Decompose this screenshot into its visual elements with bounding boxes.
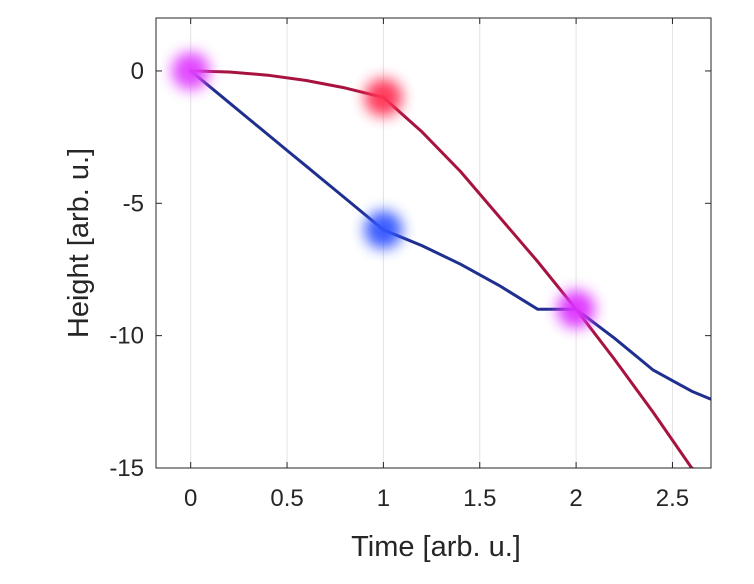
- x-tick-label: 1.5: [463, 485, 496, 512]
- y-tick-label: -15: [109, 455, 144, 482]
- plot-background: [156, 18, 711, 468]
- x-tick-label: 1: [377, 485, 390, 512]
- tick-layer: 0 0.5 1 1.5 2 2.5 0 -5 -10 -15: [109, 18, 711, 512]
- x-tick-label: 2.5: [656, 485, 689, 512]
- x-tick-label: 0.5: [270, 485, 303, 512]
- y-axis-label: Height [arb. u.]: [63, 148, 95, 338]
- marker-magenta-meeting: [557, 290, 596, 329]
- y-tick-label: 0: [131, 58, 144, 85]
- marker-magenta-origin: [171, 51, 210, 90]
- y-tick-label: -10: [109, 323, 144, 350]
- marker-red-event: [364, 78, 403, 117]
- x-tick-label: 0: [184, 485, 197, 512]
- y-tick-label: -5: [123, 190, 144, 217]
- series-line-path-red: [189, 69, 696, 468]
- x-axis-label: Time [arb. u.]: [351, 531, 521, 563]
- plot-frame: [155, 17, 712, 469]
- marker-blue-event: [364, 210, 403, 249]
- marker-layer: [171, 51, 596, 329]
- x-tick-label: 2: [569, 485, 582, 512]
